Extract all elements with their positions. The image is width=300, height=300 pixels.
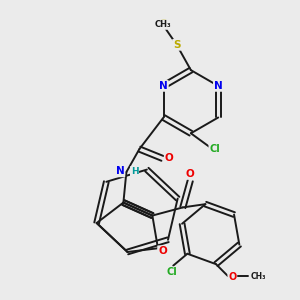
Text: H: H — [131, 167, 138, 176]
Text: O: O — [158, 246, 167, 256]
Text: S: S — [159, 19, 166, 29]
Text: O: O — [165, 153, 173, 163]
Text: CH₃: CH₃ — [154, 20, 171, 29]
Text: N: N — [159, 81, 168, 91]
Text: N: N — [214, 81, 223, 91]
Text: O: O — [228, 272, 236, 282]
Text: CH₃: CH₃ — [251, 272, 266, 280]
Text: N: N — [116, 167, 124, 176]
Text: S: S — [173, 40, 181, 50]
Text: Cl: Cl — [209, 144, 220, 154]
Text: O: O — [186, 169, 195, 179]
Text: Cl: Cl — [166, 267, 177, 277]
